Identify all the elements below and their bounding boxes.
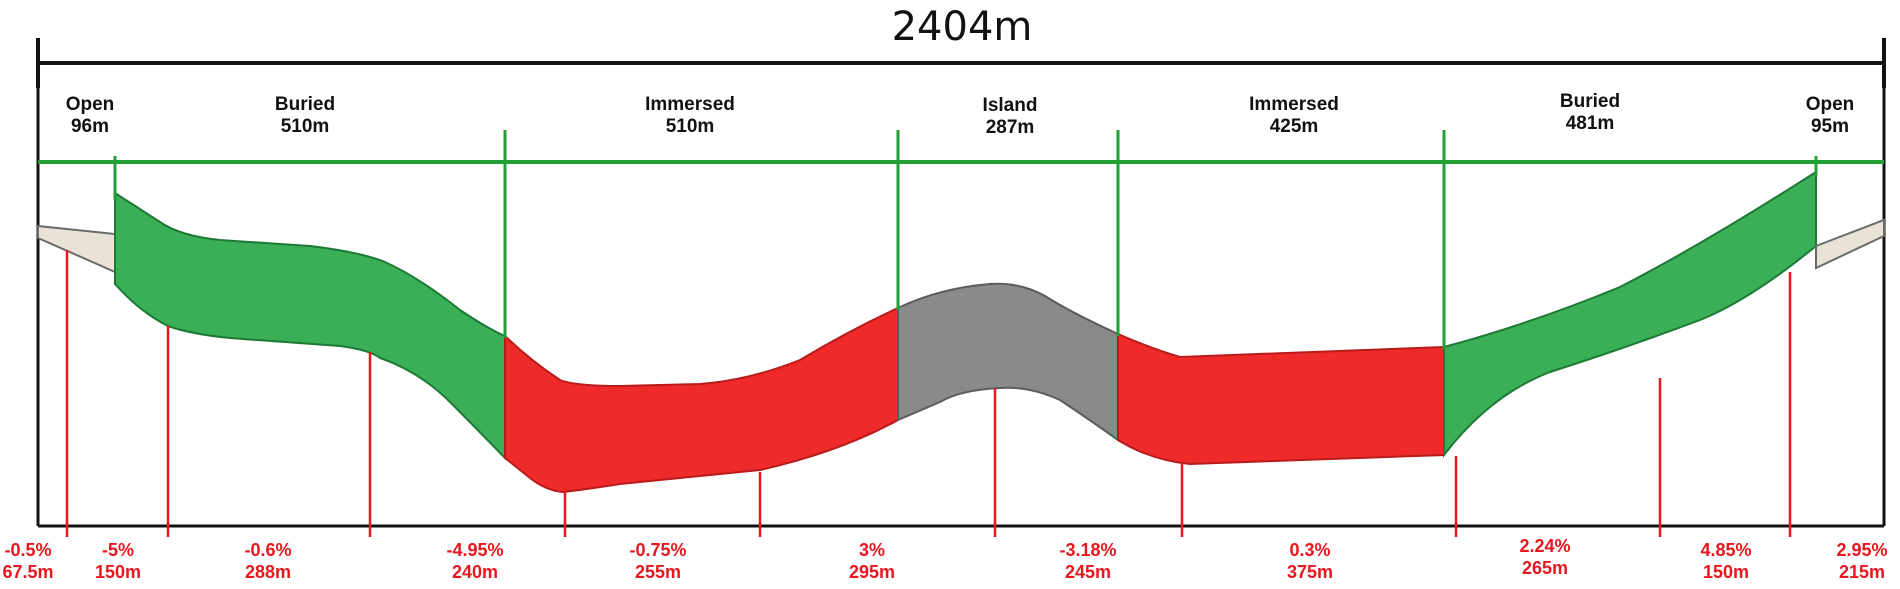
section-name: Open <box>66 94 115 115</box>
section-length: 425m <box>1270 116 1319 137</box>
gradient-length: 67.5m <box>2 562 53 582</box>
gradient-length: 375m <box>1287 562 1333 582</box>
immersed-section-left <box>504 306 899 494</box>
section-length: 510m <box>281 116 330 137</box>
gradient-length: 215m <box>1839 562 1885 582</box>
total-length-dimension: 2404m <box>36 4 1886 88</box>
gradient-slope: 2.24% <box>1519 536 1570 556</box>
gradient-length: 288m <box>245 562 291 582</box>
gradient-markers <box>65 250 1792 537</box>
open-section-right <box>1815 218 1885 270</box>
section-name: Buried <box>1560 91 1620 112</box>
section-name: Immersed <box>1249 94 1339 115</box>
section-name: Buried <box>275 94 335 115</box>
gradient-slope: -3.18% <box>1059 540 1116 560</box>
section-length: 95m <box>1811 116 1849 137</box>
buried-section-right <box>1443 170 1817 458</box>
section-name: Island <box>983 95 1038 116</box>
gradient-length: 240m <box>452 562 498 582</box>
gradient-length: 245m <box>1065 562 1111 582</box>
section-name: Immersed <box>645 94 735 115</box>
section-length: 287m <box>986 117 1035 138</box>
section-length: 510m <box>666 116 715 137</box>
section-labels: Open 96m Buried 510m Immersed 510m Islan… <box>66 91 1855 138</box>
gradient-length: 295m <box>849 562 895 582</box>
tunnel-body <box>37 170 1885 494</box>
gradient-length: 265m <box>1522 558 1568 578</box>
section-dividers <box>38 130 1884 349</box>
gradient-labels: -0.5% 67.5m -5% 150m -0.6% 288m -4.95% 2… <box>2 536 1887 582</box>
section-name: Open <box>1806 94 1855 115</box>
gradient-slope: 4.85% <box>1700 540 1751 560</box>
section-length: 96m <box>71 116 109 137</box>
gradient-length: 255m <box>635 562 681 582</box>
total-length-label: 2404m <box>892 4 1033 50</box>
island-section <box>897 282 1119 442</box>
immersed-section-right <box>1117 332 1445 466</box>
gradient-slope: -0.6% <box>244 540 291 560</box>
gradient-slope: 3% <box>859 540 885 560</box>
buried-section-left <box>114 191 506 461</box>
section-length: 481m <box>1566 113 1615 134</box>
open-section-left <box>37 224 116 274</box>
gradient-slope: -5% <box>102 540 134 560</box>
gradient-slope: 0.3% <box>1289 540 1330 560</box>
gradient-slope: -0.75% <box>629 540 686 560</box>
gradient-length: 150m <box>1703 562 1749 582</box>
gradient-slope: 2.95% <box>1836 540 1887 560</box>
gradient-slope: -0.5% <box>4 540 51 560</box>
gradient-slope: -4.95% <box>446 540 503 560</box>
gradient-length: 150m <box>95 562 141 582</box>
